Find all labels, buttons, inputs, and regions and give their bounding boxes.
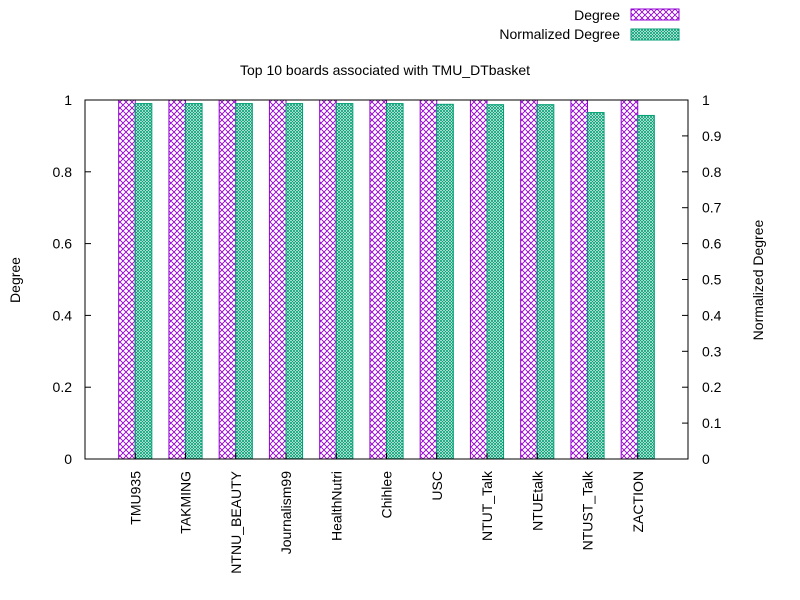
bar-degree-10 xyxy=(620,99,639,460)
legend-label-degree: Degree xyxy=(574,7,620,23)
axes-group: TMU935 TAKMING NTNU_BEAUTY Journalism99 Heal… xyxy=(53,92,722,574)
y2-tick-label-5: 0.5 xyxy=(702,272,722,288)
bar-normalized-degree-0 xyxy=(134,103,153,460)
legend-label-normalized-degree: Normalized Degree xyxy=(499,26,620,42)
bars-group xyxy=(118,99,655,460)
x-tick-label-10: ZACTION xyxy=(630,471,646,532)
bar-normalized-degree-9 xyxy=(587,112,605,460)
bar-degree-9 xyxy=(570,99,588,460)
bar-normalized-degree-5 xyxy=(386,103,404,460)
y2-tick-label-3: 0.3 xyxy=(702,343,722,359)
bar-normalized-degree-4 xyxy=(335,103,354,460)
y2-tick-label-10: 1 xyxy=(702,92,710,108)
bar-degree-7 xyxy=(469,99,488,460)
bar-normalized-degree-7 xyxy=(486,104,505,460)
bar-degree-8 xyxy=(520,99,538,460)
y2-tick-label-2: 0.2 xyxy=(702,379,722,395)
y-tick-label-2: 0.4 xyxy=(53,307,73,323)
bar-degree-3 xyxy=(268,99,287,460)
legend: Degree Normalized Degree xyxy=(499,7,680,42)
bar-degree-0 xyxy=(118,99,136,460)
x-tick-label-8: NTUEtalk xyxy=(529,470,545,531)
x-tick-label-4: HealthNutri xyxy=(328,471,344,541)
y2-tick-label-4: 0.4 xyxy=(702,307,722,323)
bar-degree-1 xyxy=(168,99,186,460)
bar-degree-5 xyxy=(369,99,388,460)
y2-tick-label-1: 0.1 xyxy=(702,415,722,431)
y-axis-title: Degree xyxy=(7,257,23,303)
x-tick-label-5: Chihlee xyxy=(379,471,395,519)
x-tick-label-7: NTUT_Talk xyxy=(479,470,495,541)
x-tick-label-0: TMU935 xyxy=(127,471,143,525)
x-tick-label-6: USC xyxy=(429,471,445,501)
x-tick-label-3: Journalism99 xyxy=(278,471,294,554)
y2-tick-label-7: 0.7 xyxy=(702,200,722,216)
y-tick-label-0: 0 xyxy=(64,451,72,467)
y-tick-label-4: 0.8 xyxy=(53,164,73,180)
y2-tick-label-9: 0.9 xyxy=(702,128,722,144)
y-tick-label-1: 0.2 xyxy=(53,379,73,395)
bar-normalized-degree-3 xyxy=(285,103,304,460)
legend-swatch-normalized-degree xyxy=(630,28,680,41)
y-tick-label-5: 1 xyxy=(64,92,72,108)
bar-normalized-degree-1 xyxy=(185,103,203,460)
y2-tick-label-6: 0.6 xyxy=(702,236,722,252)
bar-degree-2 xyxy=(218,99,237,460)
chart-title: Top 10 boards associated with TMU_DTbask… xyxy=(240,62,530,78)
bar-degree-4 xyxy=(319,99,337,460)
bar-normalized-degree-8 xyxy=(536,104,555,460)
bar-normalized-degree-10 xyxy=(637,114,655,460)
y-tick-label-3: 0.6 xyxy=(53,236,73,252)
bar-degree-6 xyxy=(419,99,438,460)
x-tick-label-1: TAKMING xyxy=(178,471,194,534)
x-tick-label-2: NTNU_BEAUTY xyxy=(228,470,244,573)
y2-axis-title: Normalized Degree xyxy=(750,219,766,340)
x-tick-label-9: NTUST_Talk xyxy=(580,470,596,550)
legend-swatch-degree xyxy=(630,8,680,21)
y2-tick-label-0: 0 xyxy=(702,451,710,467)
y2-tick-label-8: 0.8 xyxy=(702,164,722,180)
bar-normalized-degree-6 xyxy=(436,103,454,460)
bar-normalized-degree-2 xyxy=(235,103,253,460)
